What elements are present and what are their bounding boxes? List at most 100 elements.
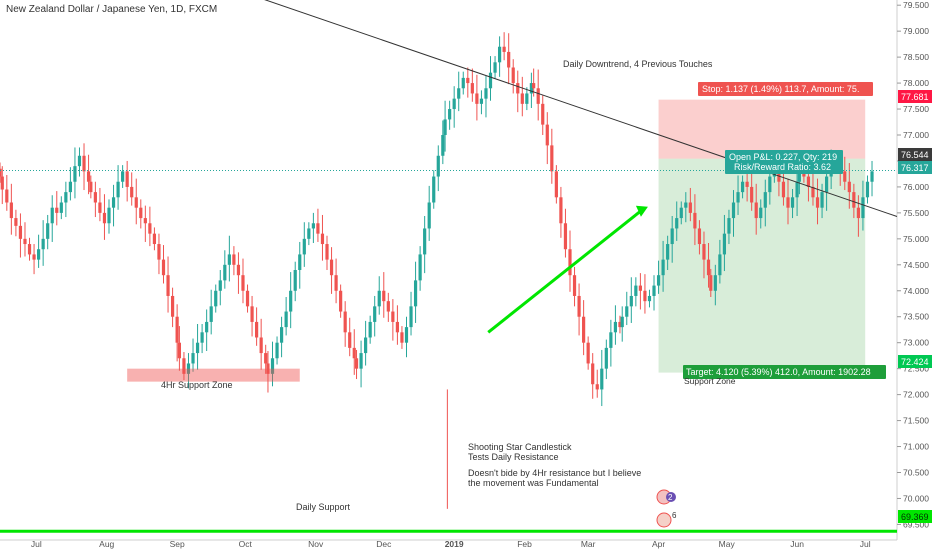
candle-body[interactable] (629, 295, 633, 307)
candle-body[interactable] (647, 295, 652, 302)
candle-body[interactable] (307, 228, 311, 239)
candle-body[interactable] (634, 285, 638, 296)
candle-body[interactable] (572, 275, 577, 296)
candle-body[interactable] (279, 327, 284, 343)
candle-body[interactable] (50, 207, 54, 224)
candle-body[interactable] (18, 225, 23, 239)
candle-body[interactable] (130, 186, 134, 198)
candle-body[interactable] (354, 358, 359, 369)
pnl-info-box[interactable] (725, 150, 843, 174)
candle-body[interactable] (320, 233, 325, 245)
stop-info-box[interactable] (698, 82, 873, 96)
candle-body[interactable] (77, 155, 82, 167)
candle-body[interactable] (852, 192, 856, 208)
downtrend-line[interactable] (220, 0, 898, 217)
stop-loss-zone[interactable] (658, 99, 866, 159)
candle-body[interactable] (582, 316, 586, 343)
candle-body[interactable] (170, 295, 175, 317)
candle-body[interactable] (270, 358, 275, 374)
candle-body[interactable] (479, 98, 484, 104)
candle-body[interactable] (205, 321, 209, 333)
candle-body[interactable] (264, 353, 268, 364)
candle-body[interactable] (404, 327, 409, 343)
candle-body[interactable] (797, 171, 801, 182)
candle-body[interactable] (736, 192, 740, 203)
candle-body[interactable] (448, 109, 452, 120)
candle-body[interactable] (223, 264, 227, 281)
candle-body[interactable] (177, 342, 181, 359)
candle-body[interactable] (638, 285, 642, 291)
profit-target-zone[interactable] (658, 158, 866, 373)
candle-body[interactable] (550, 145, 554, 172)
candle-body[interactable] (443, 119, 447, 135)
candle-body[interactable] (334, 275, 338, 291)
candle-body[interactable] (488, 72, 493, 89)
candle-body[interactable] (236, 264, 241, 276)
candle-body[interactable] (86, 171, 91, 182)
candle-body[interactable] (847, 181, 851, 193)
candle-body[interactable] (64, 192, 68, 203)
candle-body[interactable] (111, 197, 116, 208)
candle-body[interactable] (152, 233, 157, 245)
candle-body[interactable] (98, 202, 102, 213)
candle-body[interactable] (609, 332, 613, 348)
candle-body[interactable] (266, 363, 270, 374)
candle-body[interactable] (727, 218, 731, 234)
candle-body[interactable] (656, 275, 661, 286)
candle-body[interactable] (529, 83, 533, 94)
candle-body[interactable] (754, 202, 758, 219)
candle-body[interactable] (520, 93, 524, 104)
candle-body[interactable] (214, 290, 218, 307)
candle-body[interactable] (116, 181, 120, 198)
candle-body[interactable] (250, 306, 254, 322)
candle-body[interactable] (675, 218, 679, 229)
candle-body[interactable] (697, 228, 702, 245)
candle-body[interactable] (200, 332, 204, 343)
candle-body[interactable] (577, 295, 581, 317)
candle-body[interactable] (740, 181, 745, 193)
candle-body[interactable] (432, 176, 436, 203)
candle-body[interactable] (507, 51, 511, 68)
candle-body[interactable] (148, 223, 152, 234)
candle-body[interactable] (377, 290, 381, 307)
candle-body[interactable] (102, 212, 107, 224)
candle-body[interactable] (37, 249, 41, 260)
candle-body[interactable] (175, 316, 179, 343)
candle-body[interactable] (157, 244, 161, 260)
candle-body[interactable] (441, 135, 445, 156)
candle-body[interactable] (316, 223, 320, 234)
candle-body[interactable] (400, 332, 404, 343)
candle-body[interactable] (32, 254, 36, 260)
candle-body[interactable] (186, 363, 191, 374)
candle-body[interactable] (595, 384, 599, 390)
candle-body[interactable] (89, 181, 93, 193)
candle-body[interactable] (343, 311, 347, 333)
support-zone-rect[interactable] (127, 368, 300, 382)
candle-body[interactable] (568, 249, 572, 276)
candle-body[interactable] (618, 321, 622, 328)
candle-body[interactable] (532, 83, 536, 89)
candle-body[interactable] (329, 259, 334, 276)
candle-body[interactable] (395, 321, 400, 333)
candle-body[interactable] (0, 168, 2, 177)
candle-body[interactable] (702, 244, 706, 260)
candle-body[interactable] (541, 103, 545, 125)
candle-body[interactable] (713, 275, 717, 291)
candle-body[interactable] (125, 171, 129, 187)
candle-body[interactable] (759, 207, 763, 219)
candle-body[interactable] (325, 244, 329, 260)
candle-body[interactable] (107, 207, 111, 224)
candle-body[interactable] (790, 197, 795, 208)
candle-body[interactable] (554, 171, 558, 198)
candle-body[interactable] (763, 192, 767, 208)
candle-body[interactable] (865, 181, 870, 198)
candle-body[interactable] (661, 259, 665, 276)
candle-body[interactable] (0, 176, 4, 190)
candle-body[interactable] (339, 290, 343, 312)
candle-body[interactable] (820, 192, 824, 208)
candle-body[interactable] (470, 83, 474, 94)
candle-body[interactable] (475, 93, 479, 104)
candle-body[interactable] (684, 202, 688, 208)
candle-body[interactable] (121, 171, 125, 182)
candle-body[interactable] (232, 254, 236, 265)
